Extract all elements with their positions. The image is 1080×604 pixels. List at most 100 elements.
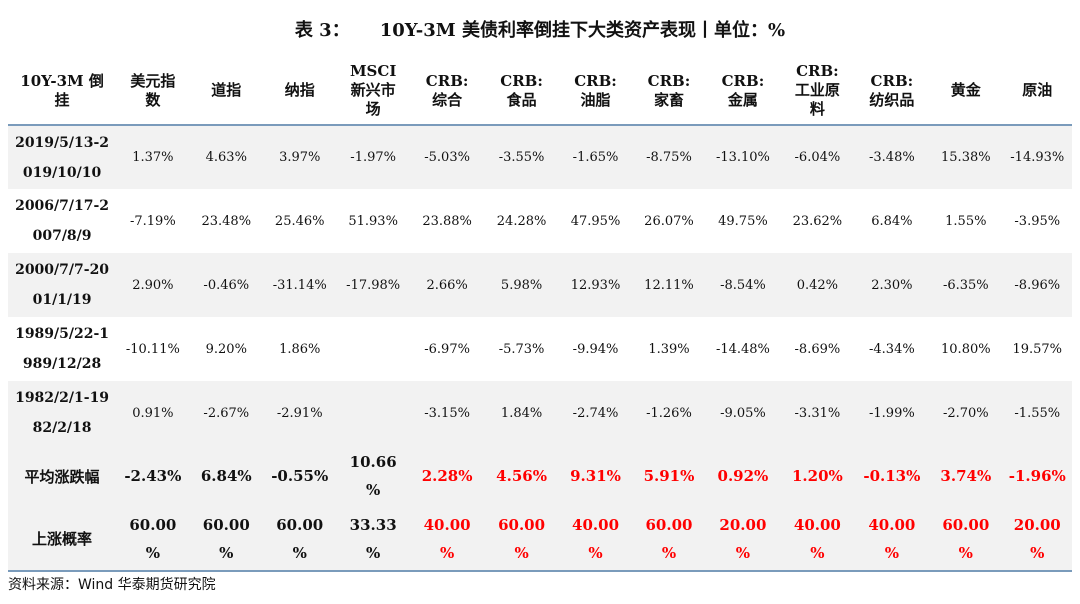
- column-header-line: CRB:: [647, 71, 691, 90]
- value-cell: 51.93%: [348, 213, 398, 229]
- average-cell: 10.66%: [336, 445, 409, 507]
- probability-cell-line: 60.00: [276, 515, 324, 534]
- probability-cell: 60.00%: [190, 507, 263, 571]
- value-cell: 1.84%: [500, 405, 543, 421]
- column-header: CRB: 油脂: [558, 57, 633, 126]
- average-cell-line: -1.96%: [1008, 467, 1066, 485]
- average-cell: -1.96%: [1003, 445, 1072, 507]
- probability-cell-line: %: [514, 543, 529, 562]
- average-cell: -0.13%: [855, 445, 929, 507]
- probability-cell-line: %: [145, 543, 160, 562]
- probability-cell-line: 40.00: [423, 515, 471, 534]
- value-cell: -1.55%: [1014, 405, 1061, 421]
- column-header-line: 场: [365, 100, 381, 118]
- value-cell: -3.95%: [1014, 213, 1061, 229]
- probability-cell-line: %: [588, 543, 603, 562]
- column-header-line: CRB:: [870, 71, 914, 90]
- probability-cell-line: 40.00: [572, 515, 620, 534]
- average-cell: 4.56%: [484, 445, 558, 507]
- value-cell: 19.57%: [1012, 341, 1063, 357]
- probability-cell-line: 33.33: [349, 515, 397, 534]
- column-header-line: 食品: [506, 90, 537, 109]
- value-cell: -7.19%: [129, 213, 176, 229]
- probability-cell-line: 40.00: [868, 515, 916, 534]
- value-cell: -1.99%: [869, 405, 915, 421]
- value-cell: 5.98%: [500, 277, 543, 293]
- column-header-line: 家畜: [653, 90, 684, 109]
- probability-cell-line: %: [810, 543, 825, 562]
- column-header-line: 金属: [727, 90, 758, 109]
- column-header-line: 工业原: [794, 81, 840, 99]
- value-cell: -2.70%: [942, 405, 989, 421]
- average-cell-line: 0.92%: [717, 467, 769, 485]
- value-cell: -17.98%: [346, 277, 401, 293]
- period-line: 01/1/19: [32, 292, 92, 308]
- value-cell: -3.31%: [794, 405, 841, 421]
- average-cell: 2.28%: [410, 445, 484, 507]
- header-row: 10Y-3M 倒挂美元指数道指 纳指 MSCI 新兴市场 CRB: 综合 CRB: 食品 CRB…: [8, 57, 1072, 126]
- column-header: 美元指数: [116, 57, 190, 126]
- table-row: 1982/2/1-19 82/2/18 0.91% -2.67% -2.91% -3.15…: [8, 381, 1072, 445]
- value-cell: -8.69%: [794, 341, 841, 357]
- source-note: 资料来源：Wind 华泰期货研究院: [8, 577, 216, 593]
- probability-cell: 33.33%: [336, 507, 409, 571]
- average-cell-line: 4.56%: [496, 467, 547, 485]
- value-cell: 47.95%: [570, 213, 621, 229]
- table-caption: 10Y-3M 美债利率倒挂下大类资产表现丨单位：%: [379, 20, 786, 41]
- column-header: 10Y-3M 倒挂: [8, 57, 117, 126]
- value-cell: -0.46%: [203, 277, 250, 293]
- period-line: 007/8/9: [32, 228, 92, 244]
- table-row: 2019/5/13-2 019/10/10 1.37% 4.63% 3.97% -1.97…: [8, 125, 1072, 189]
- average-cell-line: 2.28%: [421, 467, 473, 485]
- value-cell: -9.94%: [572, 341, 619, 357]
- average-cell-line: 6.84%: [200, 467, 252, 485]
- probability-cell: 60.00%: [263, 507, 336, 571]
- value-cell: -8.54%: [720, 277, 766, 293]
- column-header: CRB: 食品: [484, 57, 559, 126]
- value-cell: [336, 317, 409, 381]
- asset-performance-table: 10Y-3M 倒挂美元指数道指 纳指 MSCI 新兴市场 CRB: 综合 CRB: 食品 CRB…: [8, 57, 1072, 572]
- probability-cell: 20.00%: [1003, 507, 1072, 571]
- value-cell: 1.39%: [648, 341, 690, 357]
- period-cell: 1982/2/1-19 82/2/18: [8, 381, 116, 445]
- value-cell: 23.48%: [201, 213, 252, 229]
- value-cell: -3.55%: [498, 150, 545, 165]
- column-header-line: 美元指: [130, 71, 176, 90]
- column-header-line: CRB:: [721, 71, 765, 90]
- probability-cell-line: %: [219, 543, 234, 562]
- column-header: 原油: [1002, 57, 1072, 126]
- value-cell: -4.34%: [869, 341, 915, 357]
- value-cell: 3.97%: [279, 150, 321, 165]
- value-cell: -6.35%: [942, 277, 989, 293]
- value-cell: 2.66%: [426, 277, 468, 293]
- value-cell: -2.74%: [572, 405, 619, 421]
- period-line: 989/12/28: [22, 356, 102, 372]
- probability-cell: 40.00%: [559, 507, 632, 571]
- probability-cell: 40.00%: [410, 507, 484, 571]
- average-cell-line: -2.43%: [124, 467, 182, 485]
- period-line: 2000/7/7-20: [15, 262, 110, 278]
- period-line: 2006/7/17-2: [15, 198, 110, 214]
- period-line: 82/2/18: [32, 420, 92, 436]
- column-header-line: 新兴市: [350, 81, 396, 99]
- probability-cell-line: 60.00: [645, 515, 693, 534]
- probability-cell-line: %: [958, 543, 973, 562]
- probability-row: 上涨概率 60.00% 60.00% 60.00% 33.33% 40.00% 60.00%…: [8, 507, 1072, 571]
- probability-cell-line: 60.00: [498, 515, 546, 534]
- average-cell-line: 10.66: [349, 453, 397, 471]
- average-cell: 0.92%: [706, 445, 780, 507]
- value-cell: 1.86%: [279, 341, 321, 357]
- value-cell: -31.14%: [272, 277, 327, 293]
- value-cell: -13.10%: [715, 150, 770, 165]
- value-cell: 12.11%: [644, 277, 694, 293]
- value-cell: -6.97%: [424, 341, 470, 357]
- column-header: 纳指: [263, 57, 337, 126]
- value-cell: -8.75%: [646, 150, 692, 165]
- column-header: CRB: 纺织品: [854, 57, 930, 126]
- value-cell: -5.03%: [424, 150, 470, 165]
- value-cell: 24.28%: [496, 213, 547, 229]
- probability-cell-line: 60.00: [129, 515, 177, 534]
- period-line: 2019/5/13-2: [15, 134, 110, 151]
- value-cell: 1.55%: [945, 213, 987, 229]
- average-cell: 5.91%: [632, 445, 705, 507]
